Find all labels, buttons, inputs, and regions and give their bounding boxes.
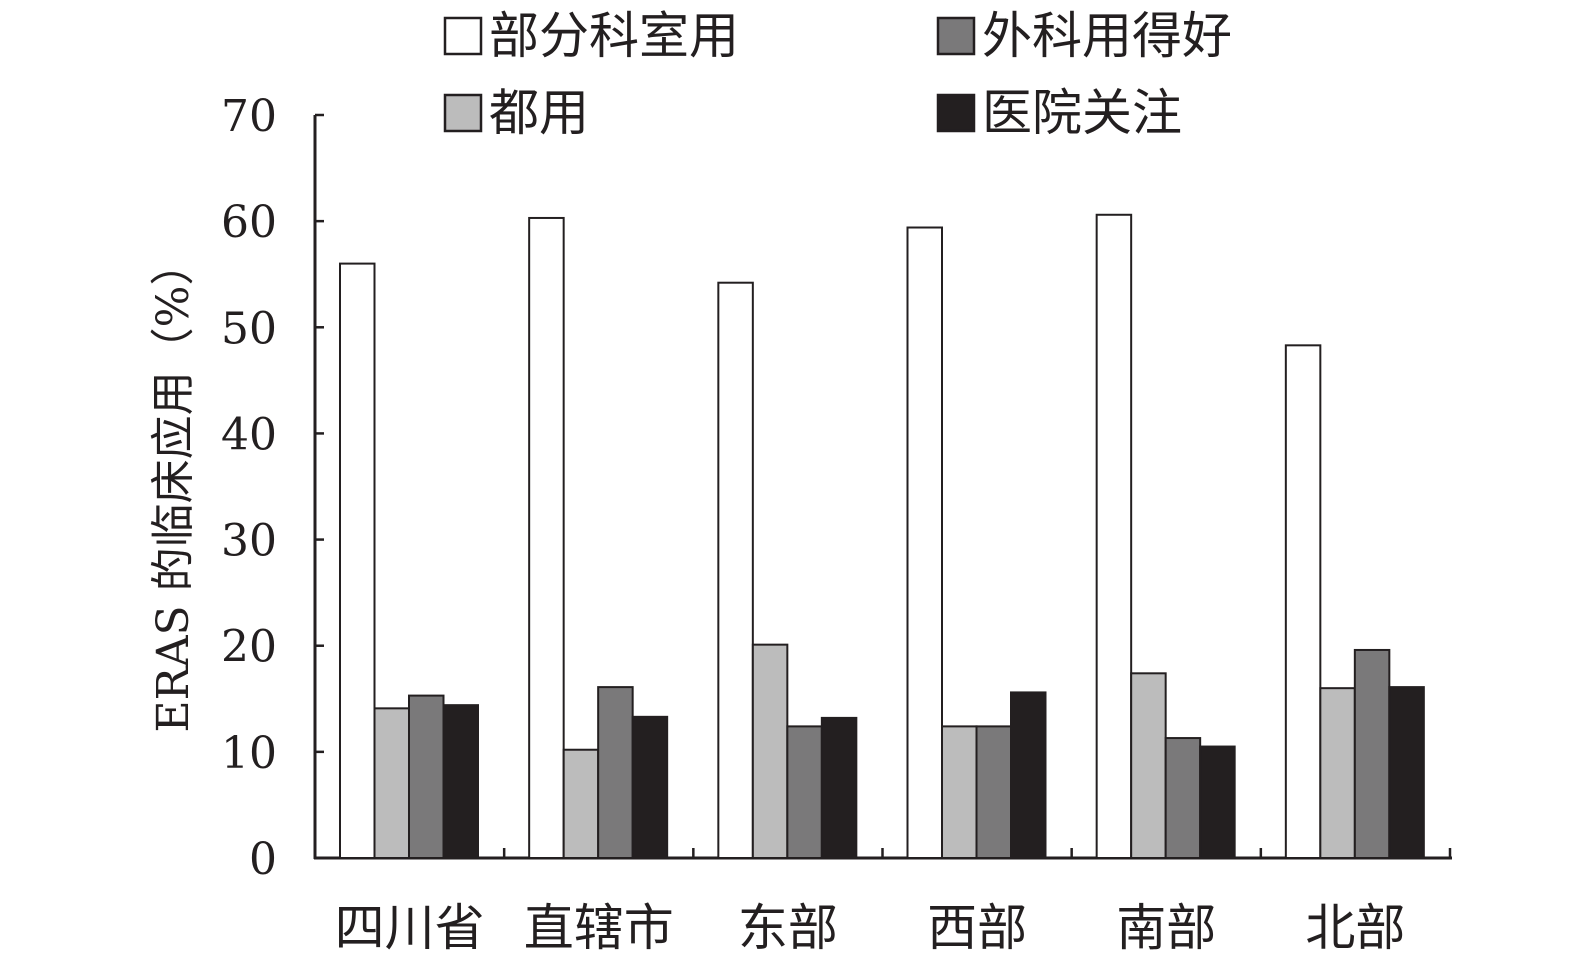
- bar-1: [528, 216, 565, 860]
- bar-2: [373, 707, 410, 859]
- bar-3: [408, 694, 445, 860]
- legend-label: 部分科室用: [489, 7, 739, 65]
- x-tick-label: 南部: [1116, 899, 1216, 957]
- y-axis-label: ERAS 的临床应用（%）: [148, 242, 199, 733]
- legend-swatch: [936, 16, 976, 56]
- x-tick-label: 西部: [927, 899, 1027, 957]
- legend-swatch: [936, 93, 976, 133]
- bar-2: [751, 643, 789, 859]
- y-tick-label: 30: [221, 516, 277, 567]
- y-tick-label: 10: [221, 728, 277, 779]
- bar-2: [1130, 672, 1167, 859]
- bar-3: [975, 725, 1012, 860]
- y-tick-label: 60: [221, 197, 277, 248]
- bar-4: [1388, 686, 1425, 859]
- bar-2: [941, 725, 978, 860]
- bar-3: [786, 725, 823, 860]
- x-tick-label: 直辖市: [524, 899, 674, 957]
- bar-1: [339, 262, 376, 860]
- bar-2: [562, 748, 600, 860]
- bar-4: [442, 704, 479, 860]
- legend-label: 外科用得好: [982, 7, 1232, 65]
- bar-1: [1095, 213, 1133, 859]
- bar-1: [717, 281, 754, 860]
- legend-label: 医院关注: [982, 84, 1182, 142]
- bar-1: [906, 226, 943, 860]
- bar-4: [820, 716, 858, 859]
- y-tick-label: 0: [249, 834, 277, 885]
- x-tick-label: 北部: [1305, 899, 1405, 957]
- x-tick-label: 四川省: [335, 899, 485, 957]
- y-tick-label: 40: [221, 409, 277, 460]
- x-tick-label: 东部: [738, 899, 838, 957]
- y-tick-label: 20: [221, 622, 277, 673]
- bar-4: [1199, 745, 1236, 859]
- y-tick-label: 50: [221, 303, 277, 354]
- bar-3: [1164, 737, 1202, 860]
- legend-label: 都用: [489, 84, 589, 142]
- bar-2: [1319, 687, 1356, 860]
- bar-4: [1010, 691, 1047, 859]
- bar-3: [1353, 648, 1391, 860]
- bar-1: [1284, 344, 1322, 859]
- bar-4: [631, 715, 669, 860]
- legend-swatch: [443, 93, 483, 133]
- bar-3: [597, 686, 634, 859]
- y-tick-label: 70: [221, 91, 277, 142]
- legend-swatch: [443, 16, 483, 56]
